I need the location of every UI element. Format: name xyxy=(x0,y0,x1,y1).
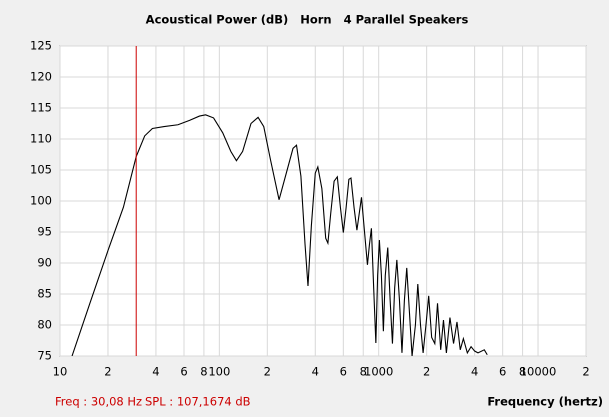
y-tick-label: 95 xyxy=(37,225,52,239)
x-tick-label: 10 xyxy=(53,365,68,379)
x-tick-label: 6 xyxy=(499,365,506,379)
series xyxy=(71,114,488,356)
x-tick-label: 10000 xyxy=(520,365,557,379)
x-tick-label: 4 xyxy=(312,365,319,379)
x-tick-label: 4 xyxy=(471,365,478,379)
y-tick-label: 100 xyxy=(30,194,52,208)
x-axis-label: Frequency (hertz) xyxy=(487,395,603,409)
x-tick-label: 100 xyxy=(208,365,230,379)
x-tick-label: 8 xyxy=(360,365,367,379)
x-tick-label: 2 xyxy=(104,365,111,379)
y-tick-label: 90 xyxy=(37,256,52,270)
x-tick-label: 6 xyxy=(340,365,347,379)
series-line xyxy=(71,114,488,356)
x-tick-label: 2 xyxy=(423,365,430,379)
y-tick-label: 115 xyxy=(30,101,52,115)
x-tick-label: 4 xyxy=(152,365,159,379)
y-tick-label: 125 xyxy=(30,39,52,53)
grid xyxy=(59,45,587,357)
x-tick-label: 1000 xyxy=(364,365,393,379)
y-tick-label: 80 xyxy=(37,318,52,332)
chart-title: Acoustical Power (dB) Horn 4 Parallel Sp… xyxy=(146,13,469,27)
x-tick-label: 2 xyxy=(582,365,589,379)
y-tick-label: 110 xyxy=(30,132,52,146)
cursor-spl: SPL : 107,1674 dB xyxy=(145,395,251,409)
x-tick-label: 8 xyxy=(519,365,526,379)
y-tick-label: 105 xyxy=(30,163,52,177)
cursor-frequency: Freq : 30,08 Hz xyxy=(55,395,142,409)
x-tick-label: 8 xyxy=(200,365,207,379)
x-tick-label: 2 xyxy=(264,365,271,379)
y-tick-label: 85 xyxy=(37,287,52,301)
x-tick-label: 6 xyxy=(180,365,187,379)
y-tick-label: 120 xyxy=(30,70,52,84)
y-tick-label: 75 xyxy=(37,349,52,363)
